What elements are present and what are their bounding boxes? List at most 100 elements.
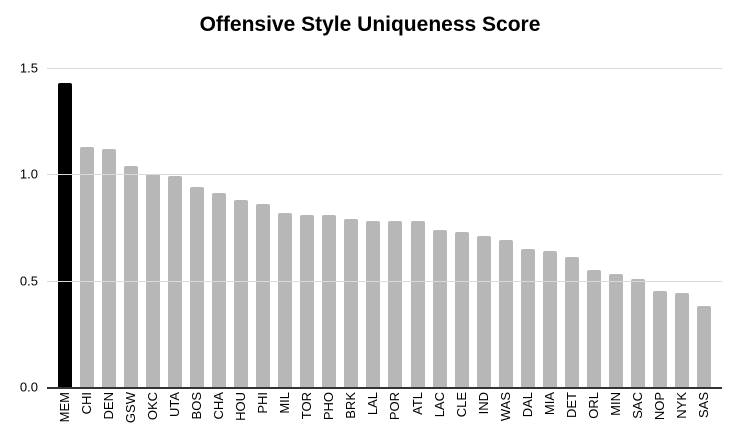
- x-tick-label-PHO: PHO: [321, 392, 337, 421]
- bar-LAC: [432, 229, 447, 387]
- bar-column-CHI: [76, 68, 98, 387]
- x-tick-label-LAL: LAL: [365, 392, 381, 416]
- x-tick-label-PHI: PHI: [255, 392, 271, 414]
- bar-column-LAC: [429, 68, 451, 387]
- x-tick-label-DEN: DEN: [101, 392, 117, 420]
- x-tick-label-ATL: ATL: [409, 392, 425, 415]
- x-label-cell-ORL: ORL: [583, 392, 605, 442]
- x-tick-label-SAC: SAC: [629, 392, 645, 419]
- x-tick-label-MIA: MIA: [541, 392, 557, 416]
- x-tick-label-CHI: CHI: [79, 392, 95, 415]
- bars-container: [47, 68, 722, 387]
- x-label-cell-CHI: CHI: [76, 392, 98, 442]
- x-tick-label-LAC: LAC: [431, 392, 447, 418]
- x-tick-label-NYK: NYK: [673, 392, 689, 419]
- x-label-cell-LAL: LAL: [362, 392, 384, 442]
- bar-column-DET: [561, 68, 583, 387]
- x-label-cell-SAS: SAS: [693, 392, 715, 442]
- gridline-1.0: [47, 174, 722, 176]
- y-tick-label-0.5: 0.5: [19, 273, 38, 289]
- chart-title: Offensive Style Uniqueness Score: [199, 13, 541, 36]
- x-axis-labels: MEM CHI DEN GSW OKC UTA BOS CHA HOU PHI MIL TOR PHO B…: [47, 392, 722, 442]
- bar-POR: [388, 221, 403, 387]
- bar-BRK: [344, 219, 359, 387]
- x-label-cell-DEN: DEN: [98, 392, 120, 442]
- bar-column-SAC: [627, 68, 649, 387]
- x-label-cell-HOU: HOU: [230, 392, 252, 442]
- bar-column-IND: [473, 68, 495, 387]
- bar-column-BRK: [340, 68, 362, 387]
- x-label-cell-WAS: WAS: [495, 392, 517, 442]
- bar-column-DEN: [98, 68, 120, 387]
- x-tick-label-SAS: SAS: [695, 392, 711, 419]
- bar-ATL: [410, 221, 425, 387]
- x-label-cell-MEM: MEM: [54, 392, 76, 442]
- bar-SAS: [696, 306, 711, 387]
- bar-MIL: [278, 212, 293, 387]
- bar-column-SAS: [693, 68, 715, 387]
- x-tick-label-POR: POR: [387, 392, 403, 421]
- x-label-cell-DAL: DAL: [517, 392, 539, 442]
- bar-column-OKC: [142, 68, 164, 387]
- x-tick-label-OKC: OKC: [145, 392, 161, 421]
- bar-column-POR: [384, 68, 406, 387]
- bar-PHI: [256, 204, 271, 387]
- bar-HOU: [234, 199, 249, 387]
- x-tick-label-HOU: HOU: [233, 392, 249, 421]
- x-tick-label-MIN: MIN: [607, 392, 623, 416]
- x-label-cell-LAC: LAC: [429, 392, 451, 442]
- bar-IND: [476, 236, 491, 387]
- bar-ORL: [586, 270, 601, 387]
- bar-column-ORL: [583, 68, 605, 387]
- x-tick-label-DAL: DAL: [519, 392, 535, 418]
- bar-column-CLE: [451, 68, 473, 387]
- bar-BOS: [190, 187, 205, 387]
- bar-column-DAL: [517, 68, 539, 387]
- bar-column-WAS: [495, 68, 517, 387]
- x-label-cell-PHO: PHO: [318, 392, 340, 442]
- bar-DEN: [102, 148, 117, 387]
- x-label-cell-GSW: GSW: [120, 392, 142, 442]
- bar-CHI: [80, 146, 95, 387]
- x-tick-label-MEM: MEM: [57, 392, 73, 423]
- bar-DET: [564, 257, 579, 387]
- bar-MIN: [608, 274, 623, 387]
- x-tick-label-MIL: MIL: [277, 392, 293, 414]
- bar-column-MIL: [274, 68, 296, 387]
- x-label-cell-DET: DET: [561, 392, 583, 442]
- bar-MEM: [58, 82, 73, 387]
- bar-column-MEM: [54, 68, 76, 387]
- x-label-cell-SAC: SAC: [627, 392, 649, 442]
- x-label-cell-CLE: CLE: [451, 392, 473, 442]
- bar-LAL: [366, 221, 381, 387]
- bar-SAC: [630, 278, 645, 387]
- bar-column-MIN: [605, 68, 627, 387]
- bar-CLE: [454, 231, 469, 387]
- x-tick-label-TOR: TOR: [299, 392, 315, 420]
- bar-NYK: [674, 293, 689, 387]
- bar-MIA: [542, 250, 557, 387]
- bar-GSW: [124, 165, 139, 387]
- y-axis-labels: 0.0 0.5 1.0 1.5: [0, 62, 41, 394]
- bar-PHO: [322, 214, 337, 387]
- bar-UTA: [168, 176, 183, 387]
- x-label-cell-MIN: MIN: [605, 392, 627, 442]
- x-label-cell-POR: POR: [384, 392, 406, 442]
- x-tick-label-DET: DET: [563, 392, 579, 418]
- x-tick-label-WAS: WAS: [497, 392, 513, 422]
- x-label-cell-ATL: ATL: [407, 392, 429, 442]
- x-label-cell-UTA: UTA: [164, 392, 186, 442]
- y-tick-label-0.0: 0.0: [19, 379, 38, 395]
- x-tick-label-CHA: CHA: [211, 392, 227, 420]
- bar-column-ATL: [407, 68, 429, 387]
- bar-column-TOR: [296, 68, 318, 387]
- x-label-cell-NOP: NOP: [649, 392, 671, 442]
- x-label-cell-BRK: BRK: [340, 392, 362, 442]
- bar-DAL: [520, 248, 535, 387]
- x-tick-label-NOP: NOP: [651, 392, 667, 421]
- x-tick-label-CLE: CLE: [453, 392, 469, 418]
- gridline-1.5: [47, 68, 722, 69]
- bar-NOP: [652, 291, 667, 387]
- bar-TOR: [300, 214, 315, 387]
